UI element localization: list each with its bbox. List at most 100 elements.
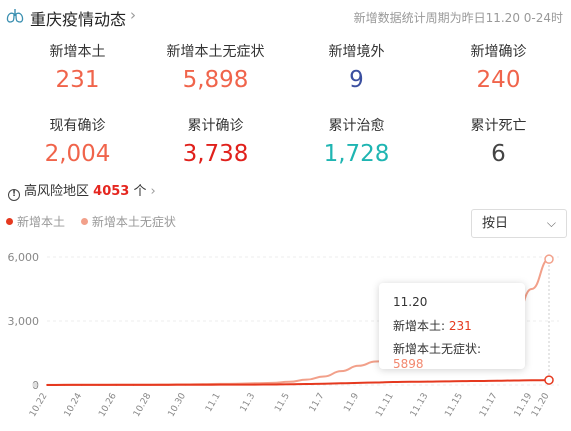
data-point bbox=[409, 381, 412, 383]
stat-value: 5,898 bbox=[182, 67, 249, 93]
chart-tooltip: 11.20 新增本土: 231 新增本土无症状: 5898 bbox=[379, 283, 525, 371]
x-tick-label: 11.9 bbox=[343, 391, 362, 414]
data-point bbox=[530, 288, 533, 290]
stat-total-cured: 累计治愈 1,728 bbox=[285, 116, 428, 169]
tooltip-row-asymptomatic: 新增本土无症状: 5898 bbox=[393, 340, 511, 371]
period-select[interactable]: 按日 ⌵ bbox=[471, 209, 567, 238]
tooltip-value: 5898 bbox=[393, 357, 424, 371]
stat-total-confirmed: 累计确诊 3,738 bbox=[144, 116, 287, 169]
x-tick-label: 10.24 bbox=[63, 391, 85, 419]
high-risk-link[interactable]: ! 高风险地区 4053 个 › bbox=[8, 180, 156, 201]
chevron-right-icon[interactable]: › bbox=[130, 6, 136, 24]
stat-current-confirmed: 现有确诊 2,004 bbox=[6, 116, 149, 169]
stat-label: 新增境外 bbox=[328, 44, 385, 60]
data-point bbox=[271, 383, 273, 386]
stat-value: 240 bbox=[476, 67, 521, 93]
series-line-local bbox=[46, 379, 550, 386]
x-tick-label: 11.20 bbox=[530, 391, 552, 419]
data-point bbox=[513, 379, 516, 382]
data-point bbox=[478, 380, 481, 382]
data-point bbox=[496, 379, 498, 382]
trend-chart[interactable]: 03,0006,00010.2210.2410.2610.2810.3011.1… bbox=[0, 240, 571, 431]
data-point bbox=[253, 383, 256, 386]
info-icon: ! bbox=[8, 189, 20, 201]
legend-dot bbox=[6, 218, 13, 225]
x-tick-label: 10.22 bbox=[28, 392, 50, 419]
stat-label: 累计确诊 bbox=[187, 118, 244, 134]
data-point bbox=[236, 383, 239, 386]
data-point bbox=[115, 384, 118, 386]
stat-label: 现有确诊 bbox=[49, 118, 106, 134]
data-point bbox=[461, 380, 464, 382]
legend-dot bbox=[80, 218, 88, 225]
stat-value: 231 bbox=[55, 67, 100, 93]
legend-label: 新增本土无症状 bbox=[91, 215, 176, 229]
tooltip-row-local: 新增本土: 231 bbox=[393, 317, 511, 334]
stat-value: 6 bbox=[491, 141, 506, 167]
high-risk-label: 高风险地区 bbox=[24, 184, 90, 199]
tooltip-date: 11.20 bbox=[393, 295, 428, 309]
data-point bbox=[80, 384, 83, 386]
data-point bbox=[98, 384, 100, 386]
chevron-right-icon: › bbox=[150, 184, 156, 199]
data-point bbox=[305, 383, 308, 385]
period-note: 新增数据统计周期为昨日11.20 0-24时 bbox=[353, 11, 563, 25]
stat-value: 2,004 bbox=[44, 141, 111, 167]
period-select-value: 按日 bbox=[482, 216, 509, 231]
data-point bbox=[544, 375, 554, 385]
panel-header[interactable]: 重庆疫情动态 › 新增数据统计周期为昨日11.20 0-24时 bbox=[0, 0, 571, 34]
x-tick-label: 11.5 bbox=[273, 392, 292, 414]
data-point bbox=[340, 382, 343, 385]
x-tick-label: 10.26 bbox=[97, 391, 119, 419]
data-point bbox=[271, 382, 273, 384]
data-point bbox=[184, 383, 187, 386]
x-tick-label: 10.30 bbox=[167, 391, 189, 419]
x-tick-label: 11.3 bbox=[239, 392, 258, 414]
data-point bbox=[392, 381, 395, 383]
stat-value: 3,738 bbox=[182, 141, 249, 167]
x-tick-label: 11.17 bbox=[478, 392, 500, 419]
data-point bbox=[167, 384, 169, 386]
x-tick-label: 11.7 bbox=[308, 392, 327, 414]
chart-legend: 新增本土 新增本土无症状 bbox=[6, 213, 188, 230]
data-point bbox=[375, 360, 377, 363]
axis-origin-dot bbox=[32, 382, 38, 388]
data-point bbox=[63, 384, 66, 386]
data-point bbox=[375, 381, 377, 384]
data-point bbox=[530, 379, 533, 382]
data-point bbox=[323, 382, 325, 385]
x-tick-label: 11.1 bbox=[204, 392, 223, 414]
stat-new-confirmed: 新增确诊 240 bbox=[427, 42, 570, 95]
data-point bbox=[201, 383, 204, 386]
chevron-down-icon: ⌵ bbox=[546, 216, 556, 230]
stat-new-local: 新增本土 231 bbox=[6, 42, 149, 95]
page-title: 重庆疫情动态 bbox=[30, 10, 127, 29]
tooltip-label: 新增本土: bbox=[393, 319, 446, 333]
data-point bbox=[444, 380, 446, 383]
data-point bbox=[357, 365, 360, 367]
data-point bbox=[323, 375, 325, 378]
stat-new-local-asymptomatic: 新增本土无症状 5,898 bbox=[144, 42, 287, 95]
x-tick-label: 11.15 bbox=[444, 392, 466, 419]
stat-label: 新增本土 bbox=[49, 44, 106, 60]
data-point bbox=[305, 378, 308, 381]
stat-label: 累计死亡 bbox=[470, 118, 527, 134]
data-point bbox=[357, 382, 360, 384]
legend-item-local[interactable]: 新增本土 bbox=[6, 213, 65, 230]
stat-new-imported: 新增境外 9 bbox=[285, 42, 428, 95]
tooltip-label: 新增本土无症状: bbox=[393, 342, 482, 356]
y-tick-label: 3,000 bbox=[8, 315, 40, 328]
high-risk-count: 4053 bbox=[93, 184, 130, 199]
stat-value: 1,728 bbox=[323, 141, 390, 167]
legend-label: 新增本土 bbox=[17, 215, 66, 229]
data-point bbox=[288, 383, 291, 386]
data-point bbox=[427, 380, 429, 383]
lungs-icon bbox=[6, 9, 24, 23]
y-tick-label: 6,000 bbox=[8, 251, 40, 264]
high-risk-unit: 个 bbox=[133, 184, 147, 199]
tooltip-value: 231 bbox=[448, 319, 472, 333]
x-tick-label: 11.11 bbox=[374, 392, 396, 419]
data-point bbox=[46, 384, 48, 386]
data-point bbox=[132, 384, 135, 386]
legend-item-asymptomatic[interactable]: 新增本土无症状 bbox=[80, 213, 176, 230]
